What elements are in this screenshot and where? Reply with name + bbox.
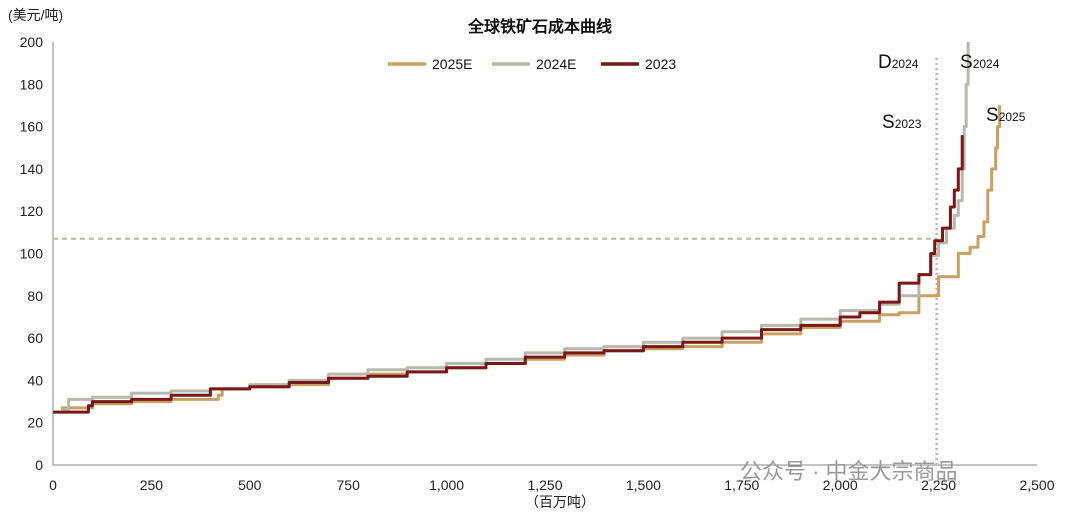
- annotation-s2024: S2024: [960, 52, 1000, 73]
- x-tick-label: 1,000: [429, 477, 464, 493]
- annotation-s2023: S2023: [882, 112, 922, 133]
- x-tick-label: 1,500: [626, 477, 661, 493]
- x-tick-label: 0: [49, 477, 57, 493]
- legend-label-2024e: 2024E: [536, 56, 576, 72]
- y-tick-label: 180: [20, 76, 44, 92]
- y-axis-unit-label: (美元/吨): [8, 7, 63, 23]
- y-axis: 0 20 40 60 80 100 120 140 160 180 200: [20, 34, 54, 473]
- y-tick-label: 40: [27, 372, 43, 388]
- series-line-2023: [53, 135, 964, 414]
- x-tick-label: 2,000: [823, 477, 858, 493]
- chart-title: 全球铁矿石成本曲线: [467, 17, 612, 36]
- legend-label-2025e: 2025E: [432, 56, 472, 72]
- y-tick-label: 160: [20, 119, 44, 135]
- legend-label-2023: 2023: [645, 56, 676, 72]
- x-tick-label: 1,250: [527, 477, 562, 493]
- annotation-s2025: S2025: [986, 105, 1026, 126]
- y-tick-label: 200: [20, 34, 44, 50]
- series-layer: [53, 42, 1002, 414]
- y-tick-label: 100: [20, 246, 44, 262]
- watermark: 公众号 · 中金大宗商品: [740, 459, 958, 484]
- x-tick-label: 500: [238, 477, 262, 493]
- x-axis-unit-label: （百万吨）: [525, 494, 595, 510]
- y-tick-label: 140: [20, 161, 44, 177]
- y-tick-label: 60: [27, 330, 43, 346]
- series-line-2024e: [60, 42, 970, 412]
- y-tick-label: 20: [27, 415, 43, 431]
- legend: 2025E 2024E 2023: [388, 56, 676, 72]
- x-tick-label: 1,750: [724, 477, 759, 493]
- x-tick-label: 750: [337, 477, 361, 493]
- y-tick-label: 80: [27, 288, 43, 304]
- y-tick-label: 120: [20, 203, 44, 219]
- x-axis: 0 250 500 750 1,000 1,250 1,500 1,750 2,000 2,250…: [49, 464, 1055, 493]
- x-tick-label: 2,500: [1019, 477, 1054, 493]
- x-tick-label: 2,250: [921, 477, 956, 493]
- x-tick-label: 250: [140, 477, 164, 493]
- curve-annotations: D2024 S2024 S2023 S2025: [878, 52, 1026, 133]
- series-line-2025e: [60, 105, 1002, 410]
- y-tick-label: 0: [35, 457, 43, 473]
- annotation-d2024: D2024: [878, 52, 919, 73]
